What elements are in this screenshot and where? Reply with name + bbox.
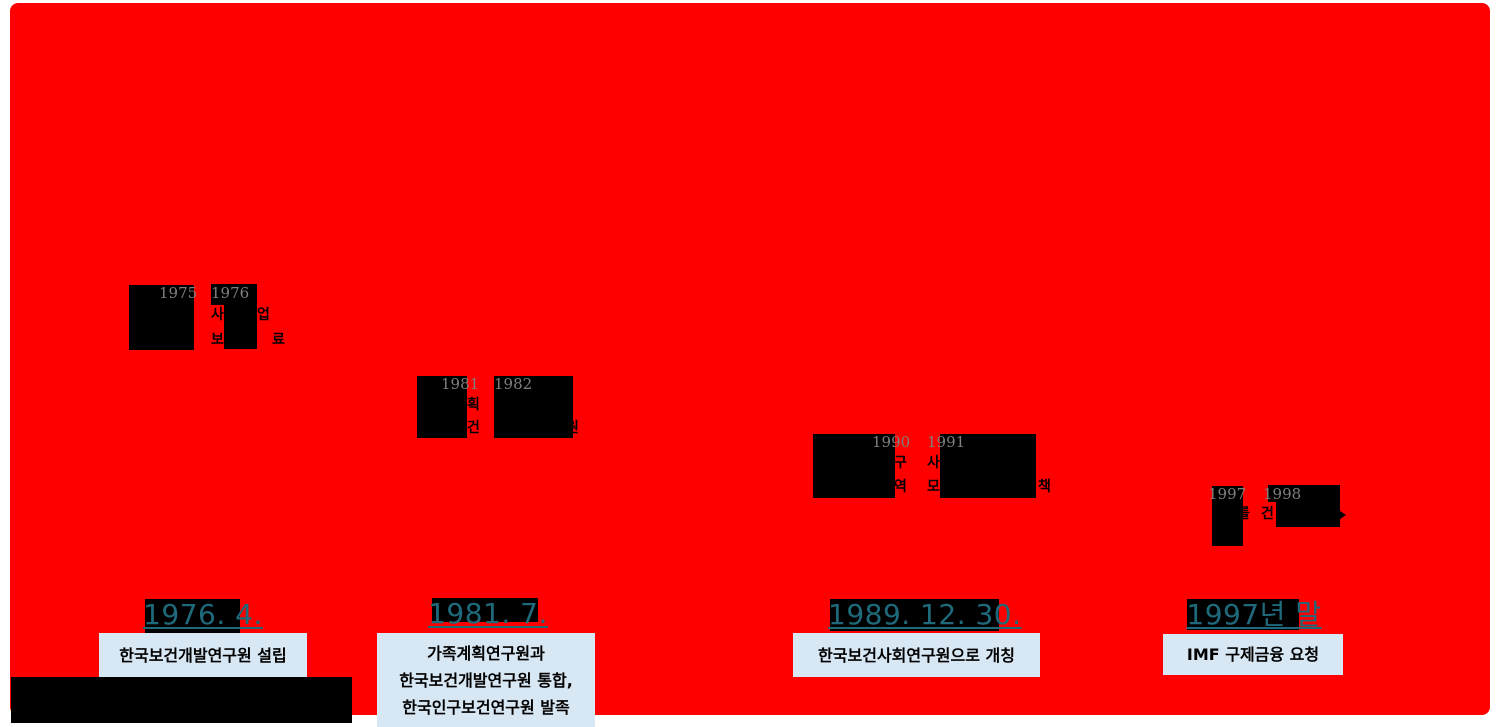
redaction-box-date-2 (432, 598, 538, 622)
milestone-callout-3: 한국보건사회연구원으로 개칭 (793, 633, 1040, 677)
callout-line: 한국인구보건연구원 발족 (402, 697, 570, 717)
year-label-1990: 1990 (872, 433, 911, 451)
redaction-box-photo-1976-top (211, 284, 257, 305)
caption-fragment: 획 (467, 397, 480, 413)
redaction-box-date-1 (145, 599, 240, 633)
callout-line: 한국보건개발연구원 통합, (399, 670, 573, 690)
caption-fragment: 보 (211, 332, 224, 348)
year-label-1982: 1982 (494, 375, 533, 393)
redaction-box-photo-1975 (129, 285, 194, 350)
caption-fragment: 사 (211, 307, 224, 323)
year-label-1991: 1991 (927, 433, 966, 451)
red-background (10, 3, 1490, 715)
milestone-callout-2: 가족계획연구원과 한국보건개발연구원 통합, 한국인구보건연구원 발족 (377, 633, 595, 727)
year-label-1998: 1998 (1263, 485, 1302, 503)
callout-line: 가족계획연구원과 (427, 643, 545, 663)
redaction-box-photo-1990 (813, 434, 895, 498)
redaction-box-photo-1998-bottom (1276, 502, 1340, 527)
callout-line: 한국보건개발연구원 설립 (119, 645, 287, 665)
year-label-1997: 1997 (1208, 485, 1247, 503)
caption-fragment: 역 (894, 479, 907, 495)
arrow-right-icon (1333, 506, 1346, 524)
milestone-date-3: 1989. 12. 30. (828, 598, 1022, 631)
redaction-box-date-4 (1187, 599, 1299, 630)
redaction-box-photo-1982 (494, 376, 573, 438)
redaction-box-photo-1991 (940, 434, 1036, 498)
milestone-date-4: 1997년 말 (1186, 598, 1322, 631)
year-label-1975: 1975 (159, 284, 198, 302)
redaction-box-photo-1976-bottom (224, 303, 257, 349)
caption-fragment: 구 (894, 455, 907, 471)
milestone-date-2: 1981. 7. (428, 597, 548, 630)
year-label-1981: 1981 (441, 375, 480, 393)
milestone-callout-1: 한국보건개발연구원 설립 (99, 633, 307, 677)
caption-fragment: 업 (257, 307, 270, 323)
caption-fragment: 건 (467, 420, 480, 436)
redaction-box-photo-1981 (417, 376, 467, 438)
redaction-box-date-3 (830, 599, 999, 631)
caption-fragment: 사 (927, 455, 940, 471)
milestone-date-1: 1976. 4. (143, 598, 263, 631)
callout-line: IMF 구제금융 요청 (1186, 645, 1320, 664)
redaction-box-bottom-left (11, 677, 352, 723)
redaction-box-photo-1997 (1212, 486, 1243, 546)
year-label-1976: 1976 (211, 284, 250, 302)
callout-line: 한국보건사회연구원으로 개칭 (818, 645, 1015, 665)
caption-fragment: 료 (272, 332, 285, 348)
caption-fragment: 책 (1038, 479, 1051, 495)
caption-fragment: 건 (1261, 506, 1274, 522)
redaction-box-photo-1998-top (1268, 485, 1340, 502)
caption-fragment: 모 (927, 479, 940, 495)
milestone-callout-4: IMF 구제금융 요청 (1163, 634, 1343, 675)
